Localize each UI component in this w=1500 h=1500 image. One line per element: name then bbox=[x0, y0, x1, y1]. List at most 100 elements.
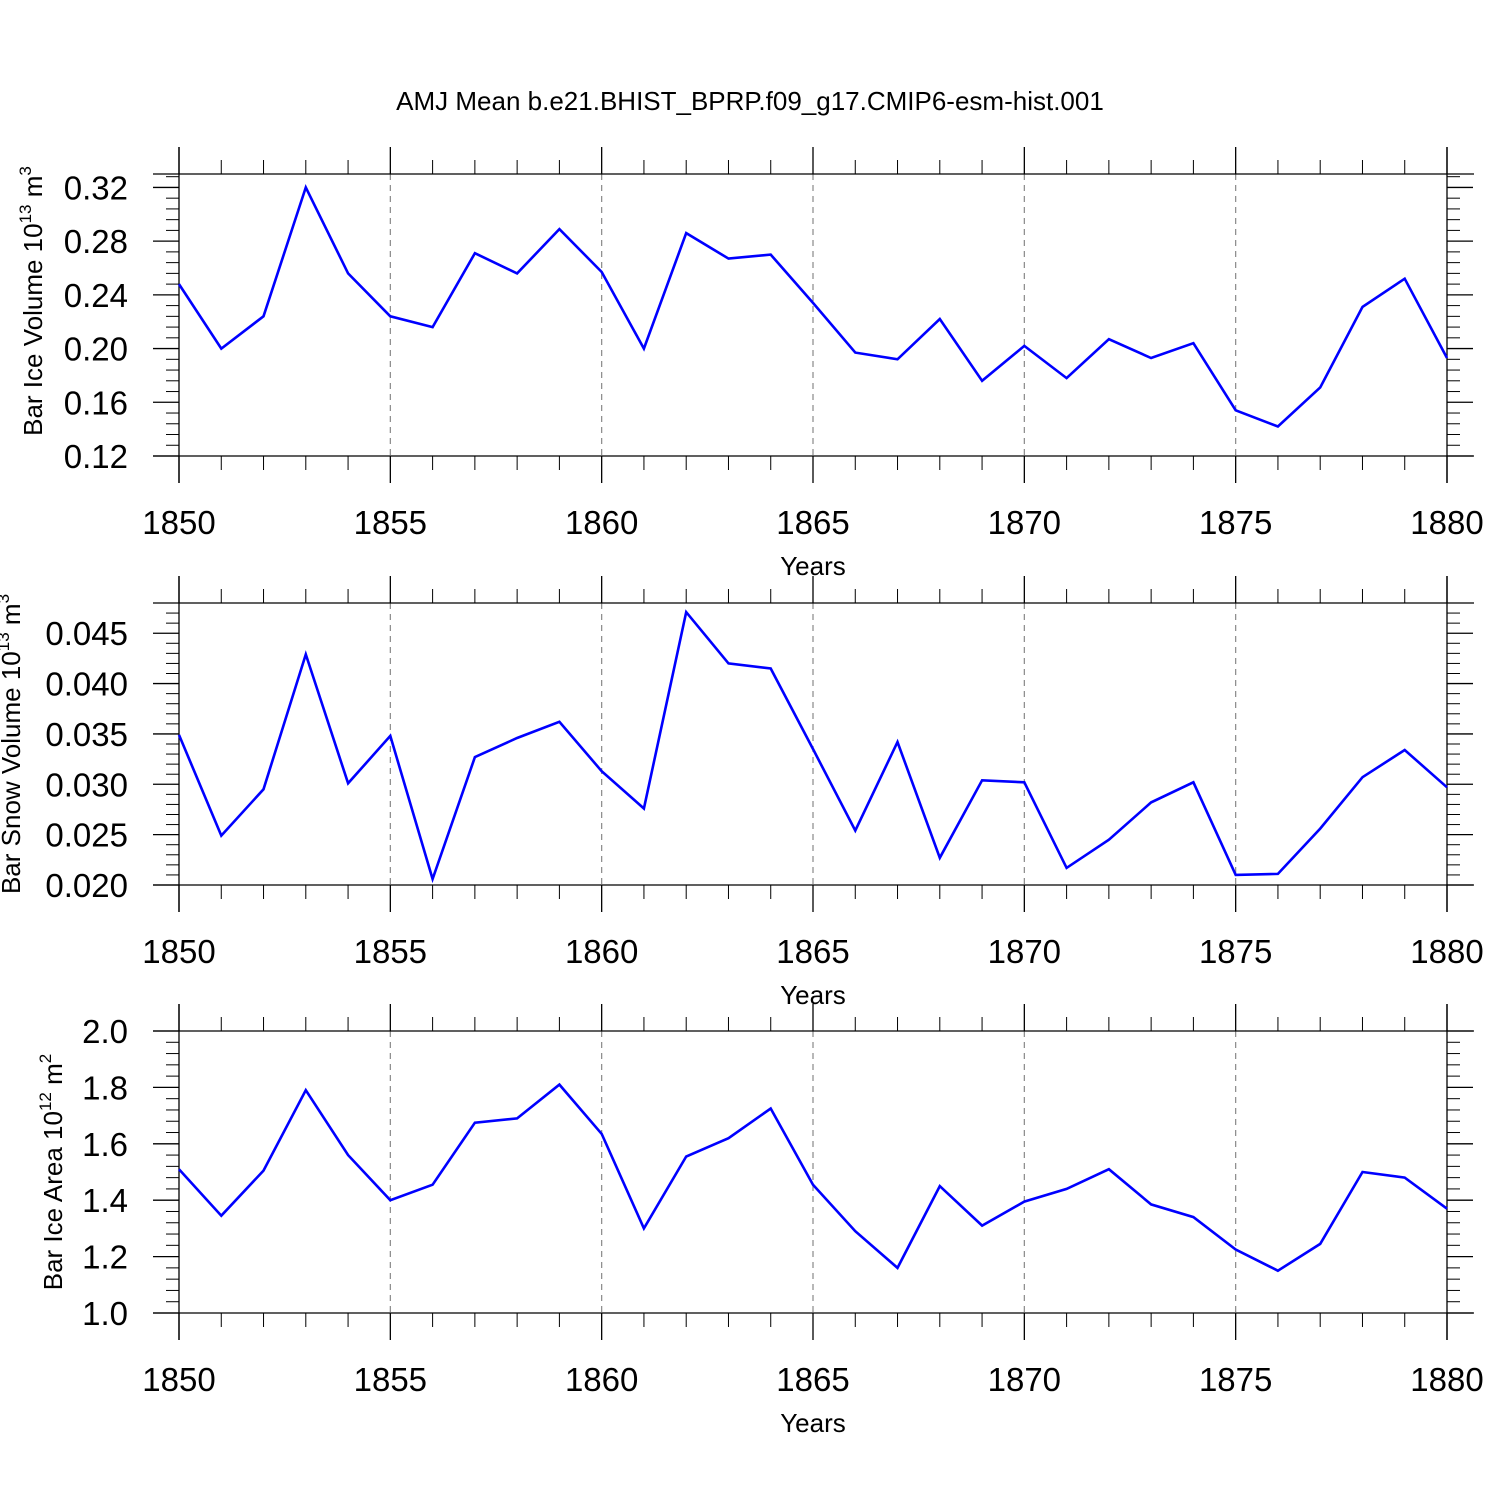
data-point bbox=[727, 662, 729, 664]
data-point bbox=[896, 741, 898, 743]
data-point bbox=[1192, 342, 1194, 344]
data-point bbox=[431, 326, 433, 328]
data-point bbox=[770, 1107, 772, 1109]
panel-1: 0.12 0.16 0.20 0.24 0.28 0.32 1850 1855 1860 1865… bbox=[16, 147, 1484, 581]
y-tick-label: 1.0 bbox=[82, 1295, 128, 1332]
data-point bbox=[1446, 786, 1448, 788]
x-tick-label: 1850 bbox=[142, 504, 215, 541]
x-axis-title: Years bbox=[780, 1408, 846, 1438]
data-point bbox=[896, 1267, 898, 1269]
data-point bbox=[220, 1215, 222, 1217]
x-tick-label: 1865 bbox=[776, 504, 849, 541]
data-point bbox=[1023, 345, 1025, 347]
x-tick-label: 1870 bbox=[988, 1361, 1061, 1398]
data-point bbox=[1065, 867, 1067, 869]
data-point bbox=[1150, 801, 1152, 803]
y-tick-label: 0.045 bbox=[45, 615, 128, 652]
data-point bbox=[1361, 1171, 1363, 1173]
y-tick-label: 0.035 bbox=[45, 716, 128, 753]
data-point bbox=[347, 1154, 349, 1156]
y-tick-label: 1.4 bbox=[82, 1182, 128, 1219]
data-point bbox=[1065, 377, 1067, 379]
y-tick-label: 0.24 bbox=[64, 277, 128, 314]
data-point bbox=[1065, 1188, 1067, 1190]
data-point bbox=[854, 351, 856, 353]
series-line bbox=[177, 609, 1448, 884]
y-tick-label: 0.030 bbox=[45, 766, 128, 803]
series-line bbox=[178, 1082, 1448, 1273]
data-point bbox=[1023, 1200, 1025, 1202]
x-tick-label: 1855 bbox=[354, 1361, 427, 1398]
data-point bbox=[981, 380, 983, 382]
data-point bbox=[220, 834, 222, 836]
data-point bbox=[981, 1224, 983, 1226]
data-point bbox=[1446, 357, 1448, 359]
y-axis-title: Bar Ice Volume 1013 m3 bbox=[16, 166, 48, 436]
data-point bbox=[727, 257, 729, 259]
y-axis-title: Bar Snow Volume 1013 m3 bbox=[0, 594, 26, 894]
data-point bbox=[770, 667, 772, 669]
data-point bbox=[1234, 874, 1236, 876]
data-point bbox=[389, 315, 391, 317]
panel-2: 0.020 0.025 0.030 0.035 0.040 0.045 1850 1855 18… bbox=[0, 576, 1484, 1010]
data-point bbox=[727, 1137, 729, 1139]
data-point bbox=[178, 734, 180, 736]
data-point bbox=[178, 1168, 180, 1170]
data-point bbox=[939, 857, 941, 859]
x-tick-label: 1855 bbox=[354, 933, 427, 970]
data-point bbox=[558, 1083, 560, 1085]
data-point bbox=[685, 1155, 687, 1157]
x-tick-label: 1870 bbox=[988, 504, 1061, 541]
y-tick-label: 1.6 bbox=[82, 1126, 128, 1163]
data-point bbox=[1234, 409, 1236, 411]
x-tick-label: 1875 bbox=[1199, 933, 1272, 970]
x-tick-label: 1875 bbox=[1199, 1361, 1272, 1398]
data-point bbox=[685, 232, 687, 234]
data-point bbox=[558, 228, 560, 230]
data-point bbox=[305, 1089, 307, 1091]
series-line bbox=[177, 183, 1449, 429]
data-point bbox=[262, 788, 264, 790]
y-tick-label: 0.16 bbox=[64, 384, 128, 421]
y-tick-label: 0.20 bbox=[64, 331, 128, 368]
data-point bbox=[516, 1117, 518, 1119]
data-point bbox=[347, 782, 349, 784]
x-tick-label: 1880 bbox=[1410, 1361, 1483, 1398]
y-tick-label: 0.12 bbox=[64, 438, 128, 475]
panel-3: 1.0 1.2 1.4 1.6 1.8 2.0 1850 1855 1860 1865 1870 18… bbox=[36, 1004, 1484, 1438]
data-point bbox=[558, 721, 560, 723]
x-tick-label: 1855 bbox=[354, 504, 427, 541]
data-point bbox=[939, 1185, 941, 1187]
data-point bbox=[1446, 1207, 1448, 1209]
y-tick-label: 0.020 bbox=[45, 867, 128, 904]
chart-title: AMJ Mean b.e21.BHIST_BPRP.f09_g17.CMIP6-… bbox=[396, 86, 1104, 116]
data-point bbox=[643, 1227, 645, 1229]
data-point bbox=[812, 302, 814, 304]
data-point bbox=[305, 186, 307, 188]
y-tick-label: 0.32 bbox=[64, 169, 128, 206]
data-point bbox=[1192, 781, 1194, 783]
data-point bbox=[389, 1199, 391, 1201]
data-point bbox=[1319, 1243, 1321, 1245]
x-tick-label: 1860 bbox=[565, 933, 638, 970]
x-tick-label: 1875 bbox=[1199, 504, 1272, 541]
data-point bbox=[389, 735, 391, 737]
data-point bbox=[262, 1169, 264, 1171]
x-tick-label: 1860 bbox=[565, 1361, 638, 1398]
data-point bbox=[939, 318, 941, 320]
y-tick-label: 0.025 bbox=[45, 817, 128, 854]
data-point bbox=[1404, 749, 1406, 751]
data-point bbox=[896, 358, 898, 360]
data-point bbox=[1150, 357, 1152, 359]
data-point bbox=[600, 1133, 602, 1135]
data-point bbox=[474, 756, 476, 758]
data-point bbox=[770, 253, 772, 255]
data-point bbox=[305, 653, 307, 655]
y-tick-label: 1.2 bbox=[82, 1239, 128, 1276]
data-point bbox=[474, 252, 476, 254]
y-tick-label: 2.0 bbox=[82, 1013, 128, 1050]
data-point bbox=[1404, 278, 1406, 280]
x-tick-label: 1870 bbox=[988, 933, 1061, 970]
data-point bbox=[431, 878, 433, 880]
data-point bbox=[1234, 1248, 1236, 1250]
